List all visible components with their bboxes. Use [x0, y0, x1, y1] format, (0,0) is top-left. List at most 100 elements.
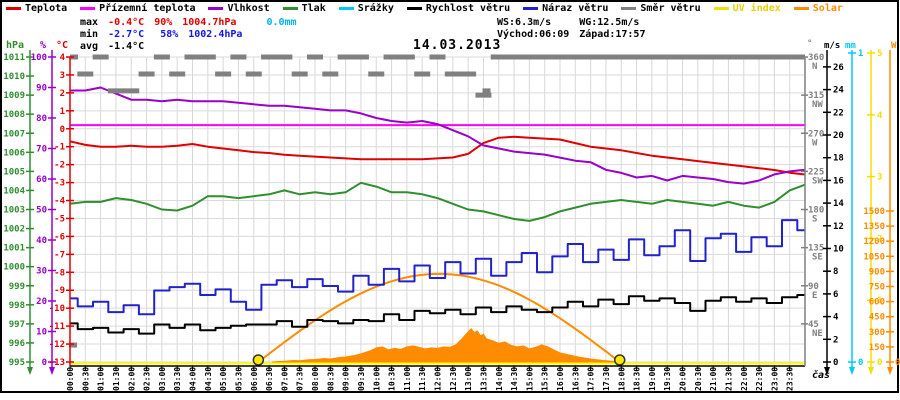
axis-tick-label: 1	[60, 107, 65, 117]
min-pressure: 1002.4hPa	[188, 29, 243, 40]
axis-tick-label: 270	[808, 129, 824, 139]
stats-min-row: min -2.7°C 58% 1002.4hPa	[80, 29, 252, 40]
time-label: 18:00	[617, 367, 626, 391]
time-label: 20:30	[694, 367, 703, 391]
axis-tick-label: 8	[833, 267, 838, 277]
legend-item-6: Rychlost větru	[406, 3, 510, 14]
legend-label: UV index	[732, 3, 781, 14]
axis-tick-label: 80	[36, 114, 47, 124]
time-label: 11:30	[418, 367, 427, 391]
time-label: 07:00	[280, 367, 289, 391]
time-label: 17:30	[602, 367, 611, 391]
legend-label: Náraz větru	[542, 3, 609, 14]
legend-item-9: UV index	[713, 3, 781, 14]
series-tlak	[69, 181, 806, 222]
axis-tick-label: 300	[869, 328, 885, 338]
axis-tick-label: 10	[833, 245, 844, 255]
time-label: 17:00	[587, 367, 596, 391]
axis-tick-label: 995	[9, 358, 25, 368]
legend-item-1: Teplota	[6, 3, 67, 14]
sunset-time: Západ:17:57	[579, 29, 646, 40]
wind-stats-row: WS:6.3m/s WG:12.5m/s	[497, 17, 649, 28]
max-pressure: 1004.7hPa	[182, 17, 237, 28]
axis-tick-label: N	[812, 62, 817, 72]
axis-tick-label: 20	[833, 131, 844, 141]
legend-item-4: Tlak	[282, 3, 326, 14]
avg-label: avg	[80, 41, 99, 52]
axis-tick-label: 360	[808, 53, 824, 63]
time-label: 11:00	[403, 367, 412, 391]
stats-avg-row: avg -1.4°C	[80, 41, 154, 52]
time-label: 20:00	[679, 367, 688, 391]
axis-tick-label: °	[807, 39, 812, 49]
time-label: 19:00	[648, 367, 657, 391]
series-vlhkost	[70, 86, 806, 185]
axis-tick-label: 4	[877, 111, 883, 121]
axis-tick-label: 18	[833, 154, 844, 164]
axis-tick-label: -11	[49, 322, 65, 332]
axis-tick-label: SE	[812, 253, 823, 263]
legend-item-3: Vlhkost	[208, 3, 270, 14]
time-label: 23:30	[786, 367, 795, 391]
axis-tick-label: 1009	[3, 91, 25, 101]
legend-item-5: Srážky	[338, 3, 394, 14]
avg-temp: -1.4°C	[108, 41, 145, 52]
legend-label: Teplota	[25, 3, 68, 14]
time-label: 09:30	[357, 367, 366, 391]
legend-swatch	[713, 7, 729, 10]
axis-tick-label: W	[812, 138, 818, 148]
min-label: min	[80, 29, 99, 40]
axis-tick-label: 1	[877, 296, 882, 306]
axis-tick-label: 20	[36, 297, 47, 307]
time-label: 16:30	[571, 367, 580, 391]
axis-tick-label: 900	[869, 267, 885, 277]
axis-tick-label: 1001	[3, 244, 25, 254]
axis-tick-label: 2	[60, 89, 65, 99]
legend-item-10: Solar	[793, 3, 843, 14]
time-label: 04:00	[189, 367, 198, 391]
sunrise-time: Východ:06:09	[497, 29, 570, 40]
axis-tick-label: 0	[858, 358, 863, 368]
xaxis-title: čas	[812, 369, 830, 381]
max-label: max	[80, 17, 99, 28]
sunrise-marker	[252, 354, 265, 366]
legend-swatch	[208, 7, 224, 10]
axis-tick-label: 26	[833, 63, 844, 73]
axis-tick-label: 30	[36, 267, 47, 277]
legend-swatch	[523, 7, 539, 10]
time-label: 21:00	[709, 367, 718, 391]
axis-tick-label: 16	[833, 176, 844, 186]
axis-tick-label: 90	[808, 282, 819, 292]
axis-tick-label: 1006	[3, 148, 25, 158]
axis-tick-label: 0	[895, 358, 900, 368]
axis-tick-label: 999	[9, 282, 25, 292]
series-solar-fill	[272, 328, 622, 363]
axis-tick-label: °C	[56, 40, 68, 51]
axis-tick-label: 1350	[863, 222, 885, 232]
legend-swatch	[282, 7, 298, 10]
pressure-axis-arrow	[27, 367, 33, 375]
time-label: 02:30	[143, 367, 152, 391]
sunset-marker	[613, 354, 626, 366]
axis-tick-label: 135	[808, 244, 824, 254]
axis-tick-label: 40	[36, 236, 47, 246]
axis-tick-label: 1050	[863, 252, 885, 262]
series-n-raz-v-tru	[70, 219, 805, 316]
axis-tick-label: 0	[60, 125, 65, 135]
legend-label: Přízemní teplota	[99, 3, 196, 14]
axis-tick-label: -10	[49, 304, 65, 314]
time-label: 22:30	[755, 367, 764, 391]
time-label: 02:00	[127, 367, 136, 391]
axis-tick-label: -9	[54, 286, 65, 296]
axis-tick-label: 1200	[863, 237, 885, 247]
axis-tick-label: W	[891, 41, 897, 51]
axis-tick-label: 2	[833, 335, 838, 345]
time-label: 01:30	[112, 367, 121, 391]
axis-tick-label: 1010	[3, 72, 25, 82]
min-temp: -2.7°C	[108, 29, 145, 40]
legend-label: Tlak	[301, 3, 326, 14]
legend-swatch	[406, 7, 422, 10]
axis-tick-label: 6	[833, 290, 838, 300]
time-label: 13:30	[479, 367, 488, 391]
